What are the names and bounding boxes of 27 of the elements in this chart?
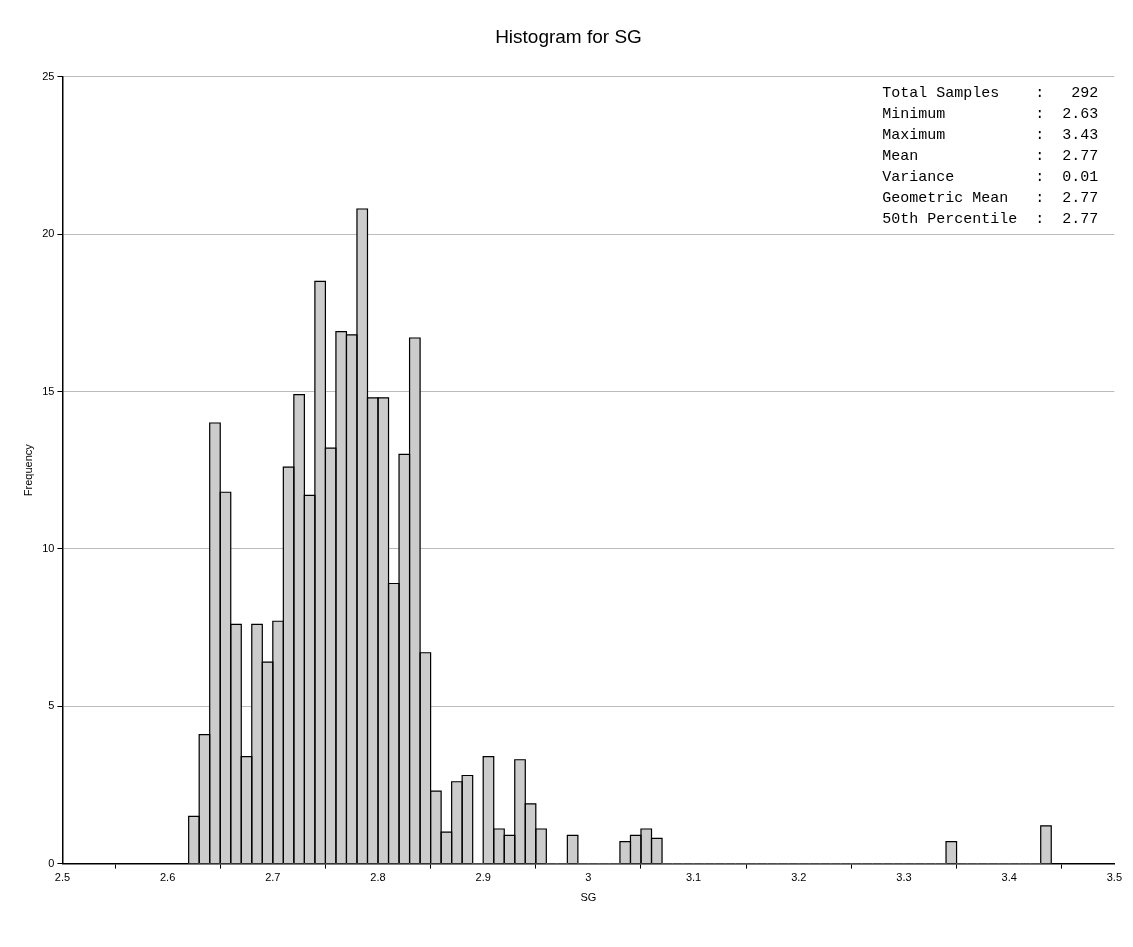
y-tick-label: 15 (42, 384, 55, 397)
x-tick-label: 3 (585, 871, 592, 884)
annotation: Maximum : 3.43 (882, 126, 1099, 144)
y-tick-label: 25 (42, 69, 55, 82)
y-tick-label: 10 (42, 541, 55, 554)
annotation: Total Samples : 292 (882, 84, 1099, 102)
annotation: 50th Percentile : 2.77 (882, 210, 1099, 228)
x-tick-label: 3.2 (791, 871, 807, 884)
x-tick-label: 2.7 (265, 871, 281, 884)
chart-title: Histogram for SG (495, 25, 642, 47)
y-tick-label: 0 (48, 856, 55, 869)
annotation: Mean : 2.77 (882, 147, 1099, 165)
annotation: Geometric Mean : 2.77 (882, 189, 1099, 207)
x-tick-label: 3.5 (1106, 871, 1122, 884)
annotation: Variance : 0.01 (882, 168, 1099, 186)
x-tick-label: 3.1 (685, 871, 702, 884)
annotation: Minimum : 2.63 (882, 105, 1099, 123)
x-tick-label: 2.5 (54, 871, 71, 884)
x-tick-label: 2.8 (370, 871, 386, 884)
x-axis-title: SG (580, 891, 597, 904)
y-axis-title: Frequency (21, 443, 34, 497)
x-tick-label: 2.9 (475, 871, 491, 884)
x-tick-label: 2.6 (159, 871, 176, 884)
y-tick-label: 5 (48, 699, 55, 712)
x-tick-label: 3.3 (896, 871, 912, 884)
y-tick-label: 20 (42, 227, 55, 240)
x-tick-label: 3.4 (1001, 871, 1017, 884)
